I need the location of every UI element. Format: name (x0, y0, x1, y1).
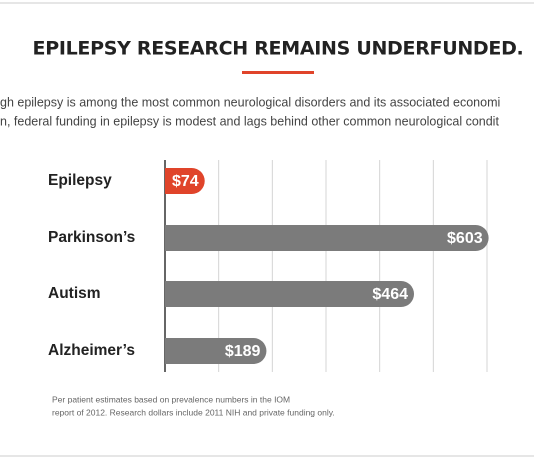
value-label: $603 (447, 230, 483, 247)
footnote: report of 2012. Research dollars include… (52, 407, 335, 417)
chart-title: EPILEPSY RESEARCH REMAINS UNDERFUNDED. (33, 38, 524, 60)
subtitle-line: gh epilepsy is among the most common neu… (0, 95, 500, 109)
subtitle-line: n, federal funding in epilepsy is modest… (0, 114, 499, 128)
bar (165, 168, 205, 194)
bar (165, 338, 267, 364)
category-label: Epilepsy (48, 172, 112, 189)
bar (165, 225, 489, 251)
footnote: Per patient estimates based on prevalenc… (52, 394, 290, 404)
value-label: $74 (172, 173, 199, 190)
value-label: $464 (372, 286, 408, 303)
category-label: Parkinson’s (48, 229, 135, 246)
category-label: Alzheimer’s (48, 342, 135, 359)
category-label: Autism (48, 285, 101, 302)
title-underline (242, 71, 314, 74)
plot: Epilepsy $74 Parkinson’s $603 Autism $464 Alzh… (48, 160, 489, 372)
bar (165, 281, 415, 307)
value-label: $189 (225, 343, 261, 360)
